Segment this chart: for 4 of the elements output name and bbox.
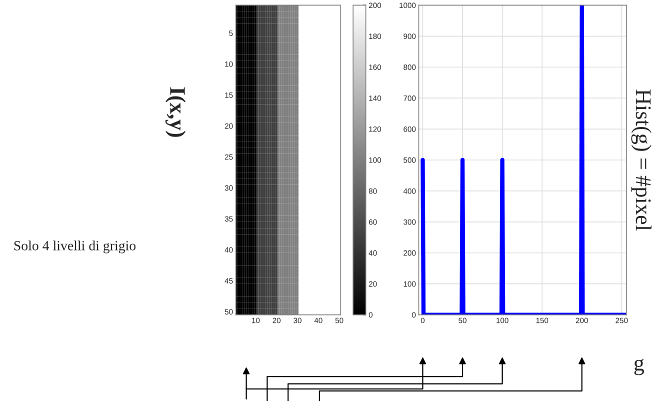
y-axis-title: Hist(g) = #pixel: [631, 90, 652, 231]
text: Solo 4 livelli di grigio: [14, 240, 136, 254]
x-axis-title: g: [634, 358, 644, 376]
y-axis-title: I(x,y): [165, 87, 186, 137]
